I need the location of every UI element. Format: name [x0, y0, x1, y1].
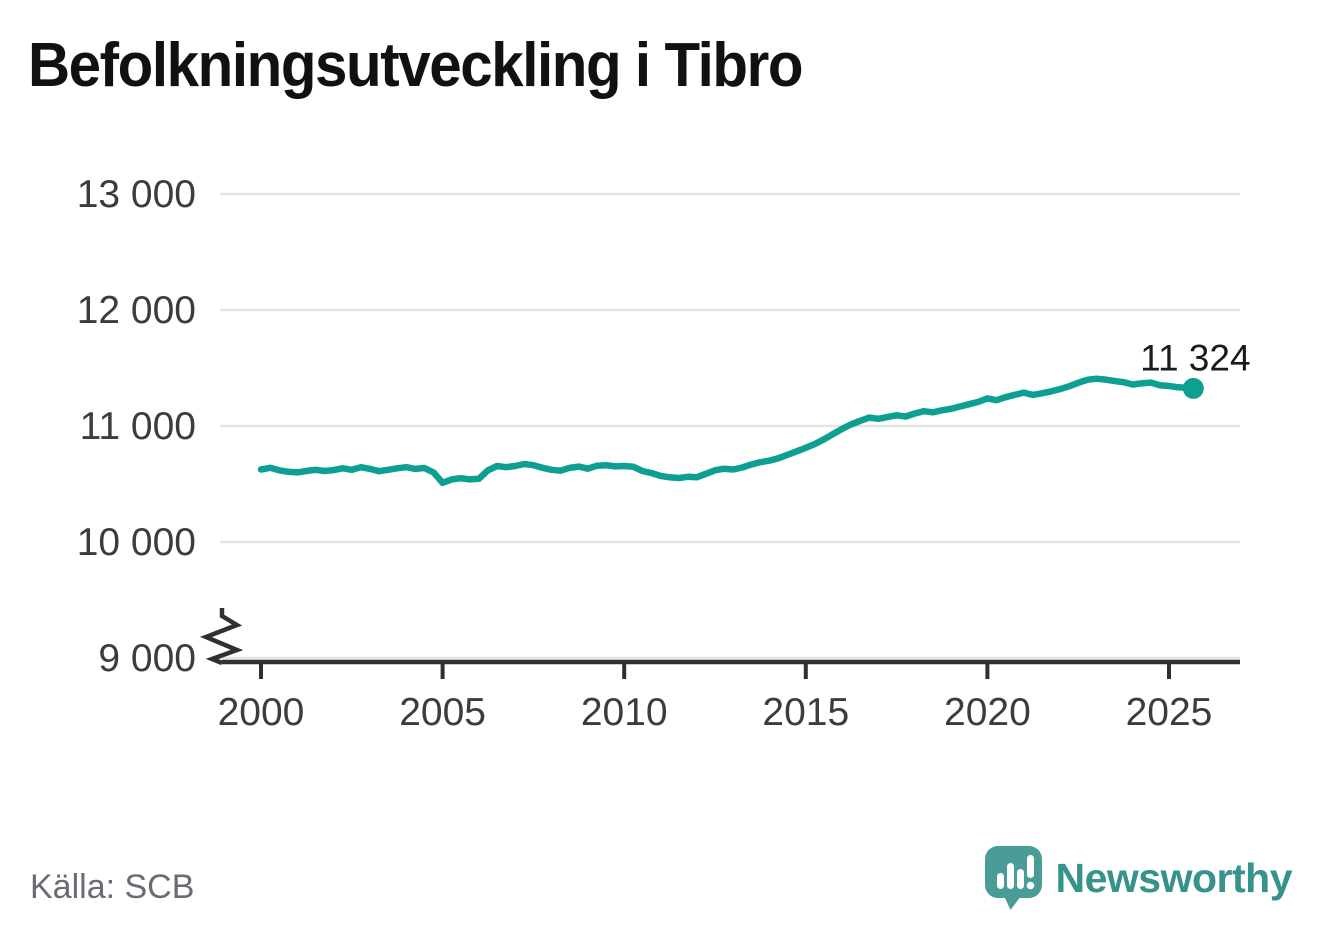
axis-break-icon: [199, 608, 244, 666]
population-line: [257, 375, 1197, 487]
y-tick-label: 10 000: [77, 521, 196, 564]
page-title: Befolkningsutveckling i Tibro: [28, 31, 803, 100]
x-tick-label: 2010: [581, 691, 668, 734]
y-tick-label: 9 000: [98, 637, 196, 680]
newsworthy-wordmark: Newsworthy: [1055, 854, 1293, 901]
x-tick-label: 2000: [218, 691, 305, 734]
newsworthy-logo-icon: [984, 846, 1042, 910]
end-point-dot: [1182, 377, 1204, 399]
end-value-label: 11 324: [1140, 337, 1250, 378]
x-tick-label: 2005: [399, 691, 486, 734]
y-tick-label: 12 000: [77, 289, 196, 332]
newsworthy-logo: Newsworthy: [984, 846, 1293, 910]
x-tick-label: 2020: [944, 691, 1031, 734]
y-tick-label: 13 000: [77, 173, 196, 216]
y-tick-label: 11 000: [80, 405, 196, 448]
source-label: Källa: SCB: [30, 868, 195, 906]
x-tick-label: 2015: [762, 691, 849, 734]
x-tick-label: 2025: [1126, 691, 1213, 734]
